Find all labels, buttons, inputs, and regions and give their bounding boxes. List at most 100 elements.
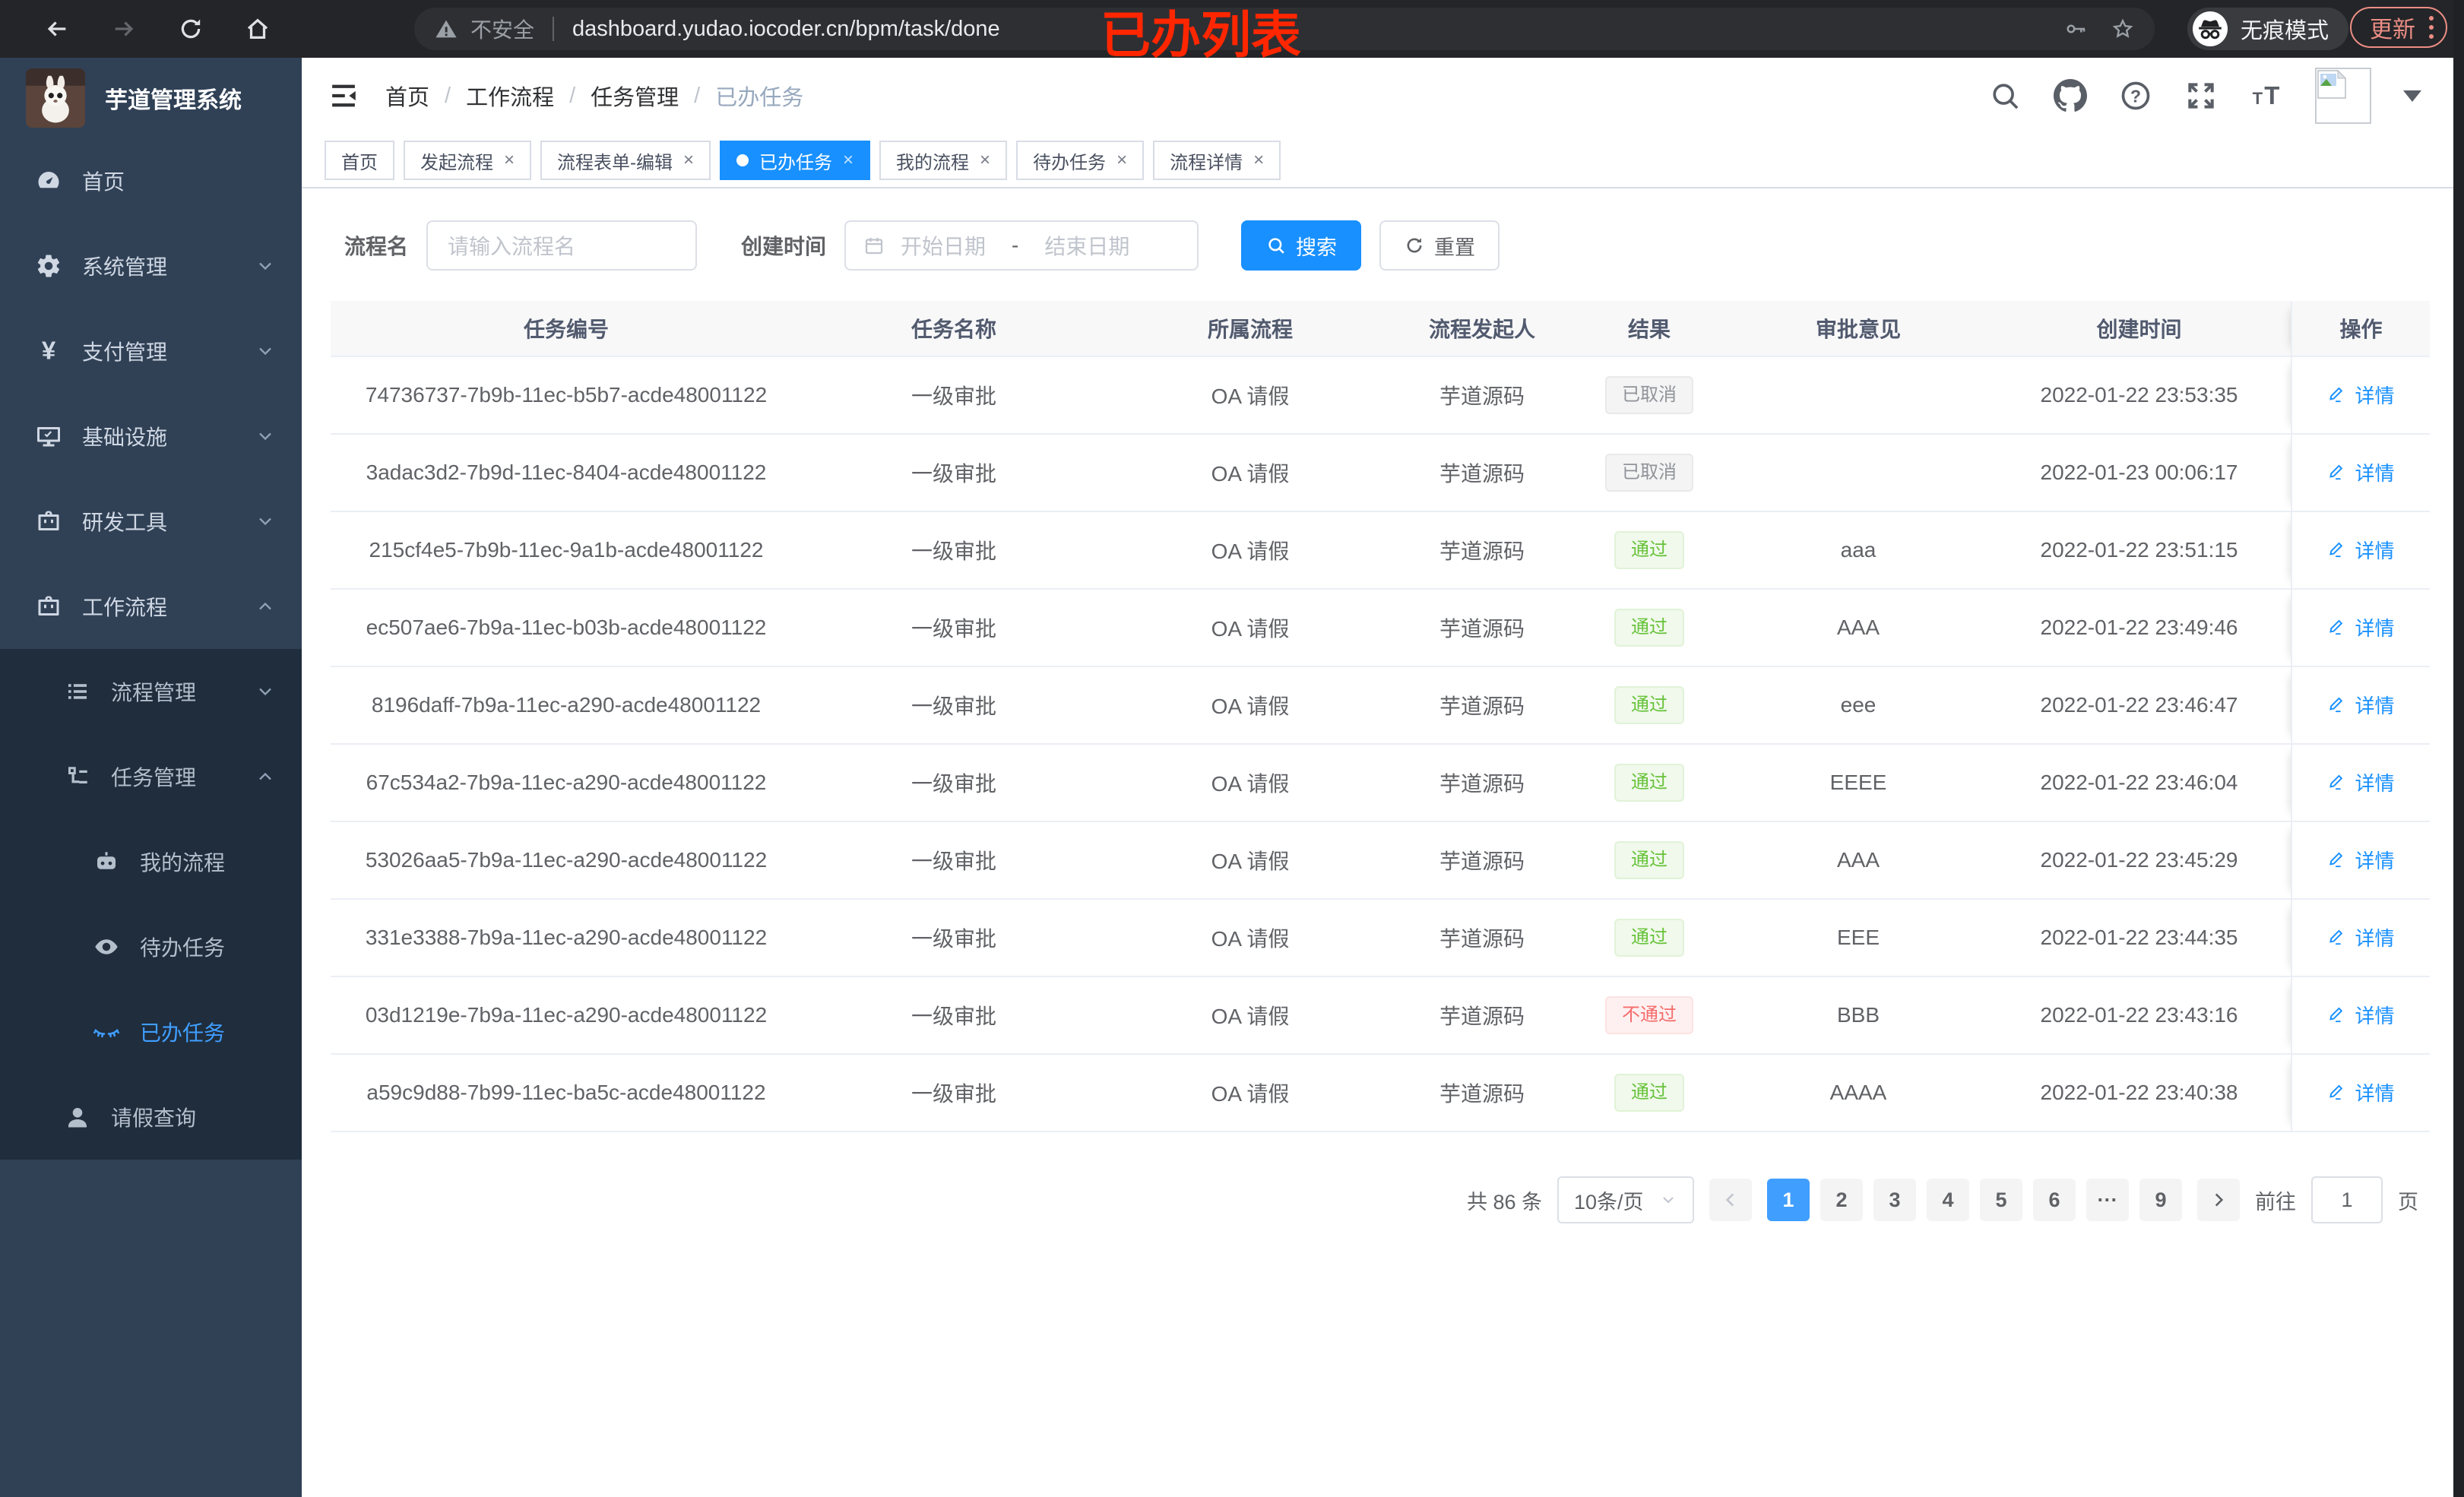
page-button-4[interactable]: 4	[1927, 1179, 1969, 1221]
svg-text:?: ?	[2130, 86, 2141, 106]
cell-starter: 芋道源码	[1395, 511, 1569, 590]
breadcrumb-item-2[interactable]: 工作流程	[466, 86, 555, 110]
tab-close-icon[interactable]: ×	[504, 150, 515, 170]
detail-link[interactable]: 详情	[2327, 458, 2395, 486]
refresh-icon	[1407, 238, 1422, 253]
page-unit-label: 页	[2398, 1190, 2418, 1214]
sidebar-item-done-task[interactable]: 已办任务	[0, 989, 302, 1074]
sidebar-item-infrastructure[interactable]: 基础设施	[0, 394, 302, 479]
incognito-label: 无痕模式	[2241, 19, 2329, 43]
cell-created: 2022-01-22 23:49:46	[1987, 589, 2291, 667]
tab-首页[interactable]: 首页	[325, 141, 394, 180]
breadcrumb-item-3[interactable]: 任务管理	[591, 86, 679, 110]
update-button[interactable]: 更新	[2350, 7, 2447, 48]
create-time-range-picker[interactable]: 开始日期 - 结束日期	[844, 220, 1199, 271]
tree-icon	[64, 763, 91, 790]
detail-link[interactable]: 详情	[2327, 536, 2395, 564]
tab-我的流程[interactable]: 我的流程 ×	[879, 141, 1008, 180]
cell-action: 详情	[2291, 666, 2430, 745]
incognito-badge: 无痕模式	[2187, 8, 2349, 50]
detail-link[interactable]: 详情	[2327, 846, 2395, 874]
page-size-select[interactable]: 10条/页	[1557, 1176, 1694, 1223]
detail-link[interactable]: 详情	[2327, 381, 2395, 409]
browser-reload-icon[interactable]	[173, 11, 208, 46]
browser-home-icon[interactable]	[240, 11, 275, 46]
browser-forward-icon[interactable]	[106, 11, 141, 46]
fullscreen-icon[interactable]	[2184, 79, 2218, 112]
reset-button[interactable]: 重置	[1379, 220, 1500, 271]
page-button-1[interactable]: 1	[1767, 1179, 1810, 1221]
cell-task-name: 一级审批	[802, 821, 1106, 900]
next-page-button[interactable]	[2197, 1179, 2240, 1221]
search-icon[interactable]	[1988, 79, 2022, 112]
tab-close-icon[interactable]: ×	[843, 150, 854, 170]
bookmark-star-icon[interactable]	[2111, 17, 2135, 41]
sidebar-item-payment[interactable]: ¥ 支付管理	[0, 309, 302, 394]
window-scrollbar[interactable]	[2453, 0, 2464, 1497]
sidebar-collapse-icon[interactable]	[328, 80, 359, 112]
url-bar[interactable]: 不安全 dashboard.yudao.iocoder.cn/bpm/task/…	[414, 8, 2155, 50]
search-button-icon	[1268, 238, 1284, 254]
cell-task-id: 67c534a2-7b9a-11ec-a290-acde48001122	[331, 744, 802, 822]
page-button-6[interactable]: 6	[2033, 1179, 2076, 1221]
sidebar-item-leave-query[interactable]: 请假查询	[0, 1074, 302, 1160]
tab-close-icon[interactable]: ×	[1116, 150, 1128, 170]
search-button[interactable]: 搜索	[1241, 220, 1362, 271]
detail-link[interactable]: 详情	[2327, 923, 2395, 951]
goto-label: 前往	[2255, 1190, 2296, 1214]
pager-ellipsis[interactable]: ···	[2086, 1179, 2129, 1221]
app-logo[interactable]: 芋道管理系统	[0, 58, 302, 138]
browser-menu-icon[interactable]	[2429, 16, 2434, 39]
table-header-row: 任务编号 任务名称 所属流程 流程发起人 结果 审批意见 创建时间 操作	[331, 301, 2430, 357]
table-row: 74736737-7b9b-11ec-b5b7-acde48001122 一级审批…	[331, 356, 2430, 435]
page-button-5[interactable]: 5	[1980, 1179, 2022, 1221]
avatar-dropdown-icon[interactable]	[2403, 90, 2421, 111]
browser-back-icon[interactable]	[40, 11, 74, 46]
page-button-2[interactable]: 2	[1820, 1179, 1863, 1221]
tab-发起流程[interactable]: 发起流程 ×	[404, 141, 532, 180]
sidebar-item-dev-tools[interactable]: 研发工具	[0, 479, 302, 564]
cell-starter: 芋道源码	[1395, 744, 1569, 822]
tab-close-icon[interactable]: ×	[683, 150, 695, 170]
tab-流程表单-编辑[interactable]: 流程表单-编辑 ×	[540, 141, 711, 180]
help-icon[interactable]: ?	[2119, 79, 2152, 112]
chevron-down-icon	[255, 681, 276, 702]
sidebar: 芋道管理系统 首页 系统管理 ¥ 支付管理 基础设施 研发工具 工作流程流程管理任务管理 我的…	[0, 58, 302, 1497]
table-row: 331e3388-7b9a-11ec-a290-acde48001122 一级审批…	[331, 899, 2430, 977]
tab-待办任务[interactable]: 待办任务 ×	[1016, 141, 1145, 180]
detail-link[interactable]: 详情	[2327, 613, 2395, 641]
breadcrumb-item-1[interactable]: 首页	[385, 86, 430, 110]
tab-流程详情[interactable]: 流程详情 ×	[1153, 141, 1281, 180]
detail-link[interactable]: 详情	[2327, 1001, 2395, 1029]
tab-已办任务[interactable]: 已办任务 ×	[720, 141, 871, 180]
result-badge: 通过	[1614, 764, 1684, 802]
prev-page-button[interactable]	[1709, 1179, 1752, 1221]
key-icon[interactable]	[2063, 17, 2088, 41]
sidebar-item-home[interactable]: 首页	[0, 138, 302, 223]
detail-link[interactable]: 详情	[2327, 768, 2395, 796]
sidebar-item-my-process[interactable]: 我的流程	[0, 819, 302, 904]
github-icon[interactable]	[2054, 79, 2087, 112]
sidebar-item-todo-task[interactable]: 待办任务	[0, 904, 302, 989]
table-row: a59c9d88-7b99-11ec-ba5c-acde48001122 一级审批…	[331, 1054, 2430, 1132]
page-button-3[interactable]: 3	[1873, 1179, 1916, 1221]
security-label: 不安全	[470, 18, 535, 42]
sidebar-item-workflow[interactable]: 工作流程	[0, 564, 302, 649]
detail-link[interactable]: 详情	[2327, 1078, 2395, 1106]
update-label: 更新	[2370, 17, 2415, 43]
cell-comment: eee	[1729, 666, 1987, 745]
process-name-input[interactable]: 请输入流程名	[426, 220, 698, 271]
sidebar-item-process-management[interactable]: 流程管理	[0, 649, 302, 734]
sidebar-item-task-management[interactable]: 任务管理	[0, 734, 302, 819]
user-avatar[interactable]	[2315, 68, 2371, 124]
page-button-9[interactable]: 9	[2139, 1179, 2182, 1221]
tab-close-icon[interactable]: ×	[1253, 150, 1265, 170]
sidebar-item-system[interactable]: 系统管理	[0, 223, 302, 309]
sidebar-item-label: 流程管理	[111, 681, 197, 704]
cell-comment: BBB	[1729, 976, 1987, 1055]
cell-action: 详情	[2291, 744, 2430, 822]
tab-close-icon[interactable]: ×	[980, 150, 991, 170]
detail-link[interactable]: 详情	[2327, 691, 2395, 719]
goto-page-input[interactable]: 1	[2311, 1176, 2383, 1223]
